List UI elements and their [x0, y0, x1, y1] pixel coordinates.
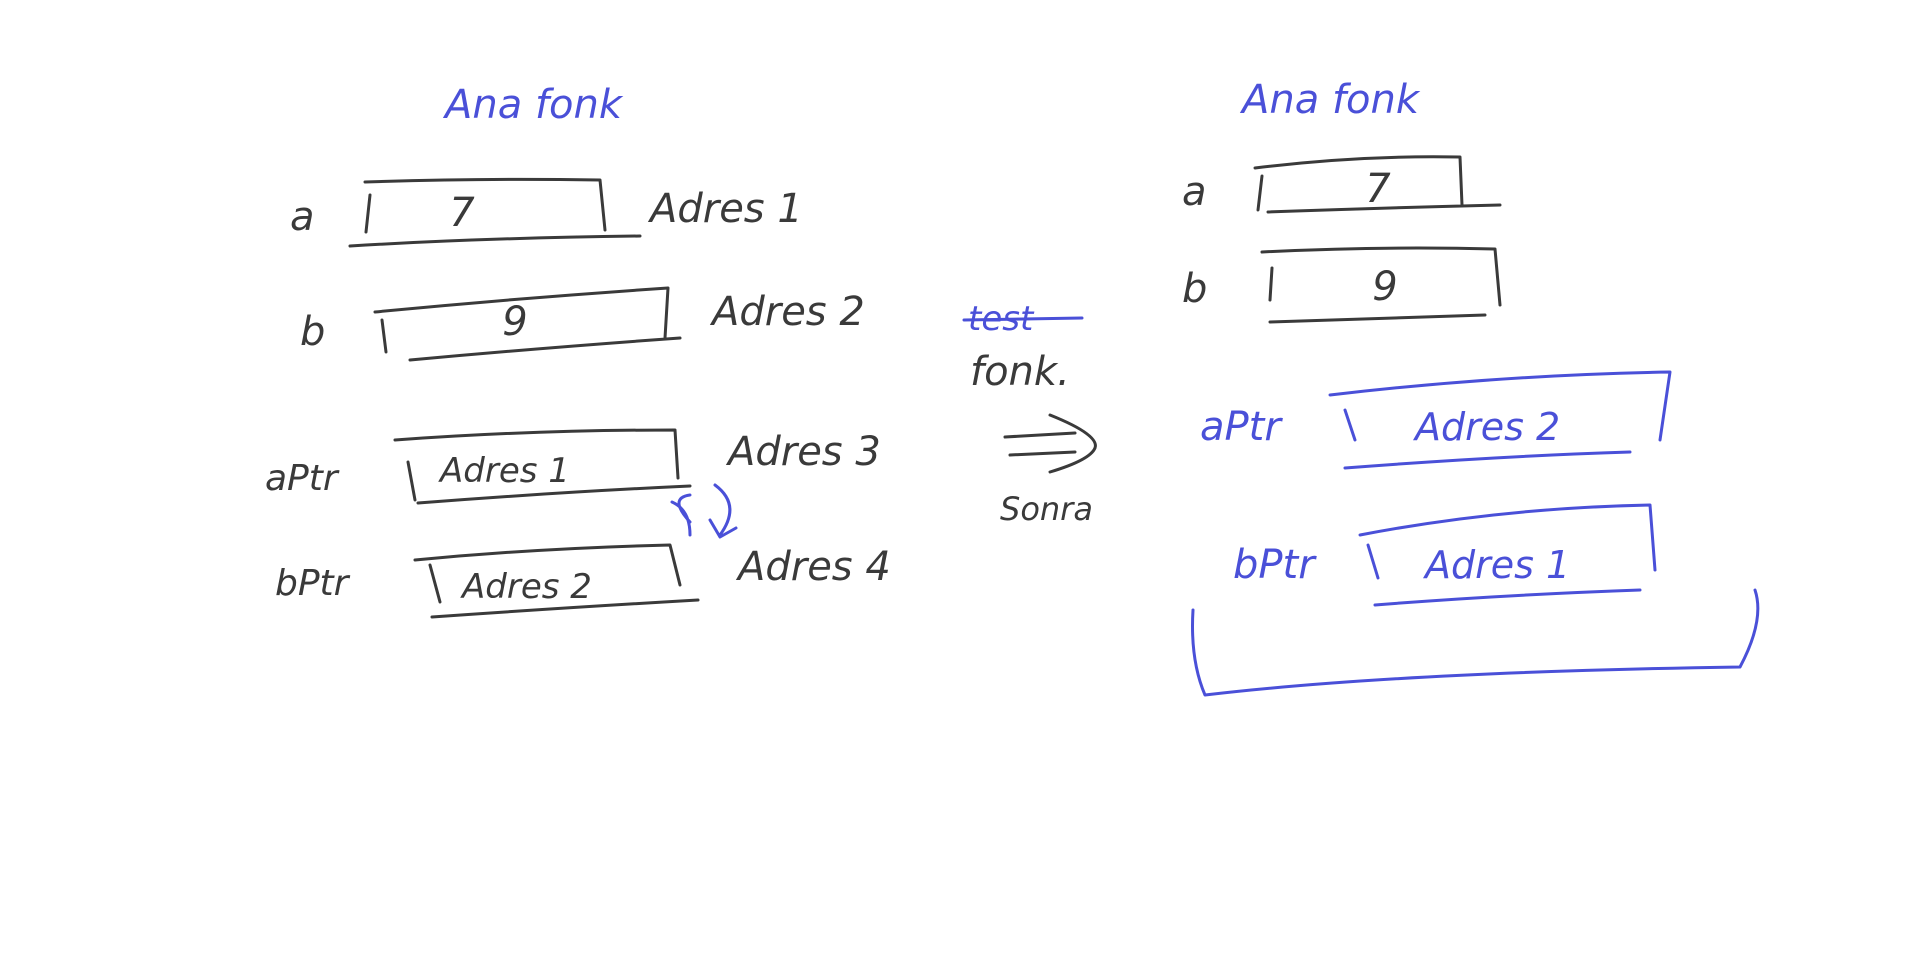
left-var-b-box	[373, 286, 682, 362]
right-var-a-value: 7	[1365, 166, 1391, 212]
left-var-aptr-value: Adres 1	[438, 451, 570, 491]
middle-func-text: fonk.	[970, 349, 1070, 395]
right-var-aptr-value: Adres 2	[1412, 405, 1560, 449]
middle-after-text: Sonra	[1000, 490, 1093, 528]
right-title: Ana fonk	[1239, 77, 1421, 123]
left-var-bptr-box	[413, 543, 700, 619]
left-var-aptr-name: aPtr	[265, 458, 340, 499]
left-var-bptr-value: Adres 2	[460, 567, 592, 607]
right-var-b-value: 9	[1372, 264, 1397, 310]
left-var-bptr-name: bPtr	[275, 563, 351, 604]
right-var-a-box	[1253, 155, 1502, 214]
right-var-aptr-name: aPtr	[1200, 404, 1283, 450]
right-var-bptr-value: Adres 1	[1422, 543, 1570, 587]
left-var-a-box	[348, 177, 642, 248]
right-var-b-name: b	[1182, 266, 1207, 312]
right-bracket	[1191, 588, 1760, 697]
left-var-b-name: b	[300, 309, 325, 355]
right-var-a-name: a	[1182, 169, 1207, 215]
strike-through-line	[962, 316, 1084, 322]
left-var-a-value: 7	[449, 190, 475, 236]
left-var-a-address: Adres 1	[647, 186, 803, 232]
swap-arrows-icon	[670, 483, 738, 539]
right-var-bptr-name: bPtr	[1233, 542, 1317, 588]
right-var-aptr-box	[1328, 370, 1672, 470]
left-var-aptr-box	[393, 428, 692, 505]
right-var-b-box	[1260, 246, 1502, 324]
left-var-aptr-address: Adres 3	[725, 429, 881, 475]
double-arrow-right-icon	[1003, 413, 1097, 474]
left-var-a-name: a	[290, 194, 315, 240]
right-var-bptr-box	[1358, 503, 1657, 607]
left-var-bptr-address: Adres 4	[735, 544, 891, 590]
left-var-b-value: 9	[502, 299, 527, 345]
left-title: Ana fonk	[442, 82, 624, 128]
left-var-b-address: Adres 2	[709, 289, 865, 335]
